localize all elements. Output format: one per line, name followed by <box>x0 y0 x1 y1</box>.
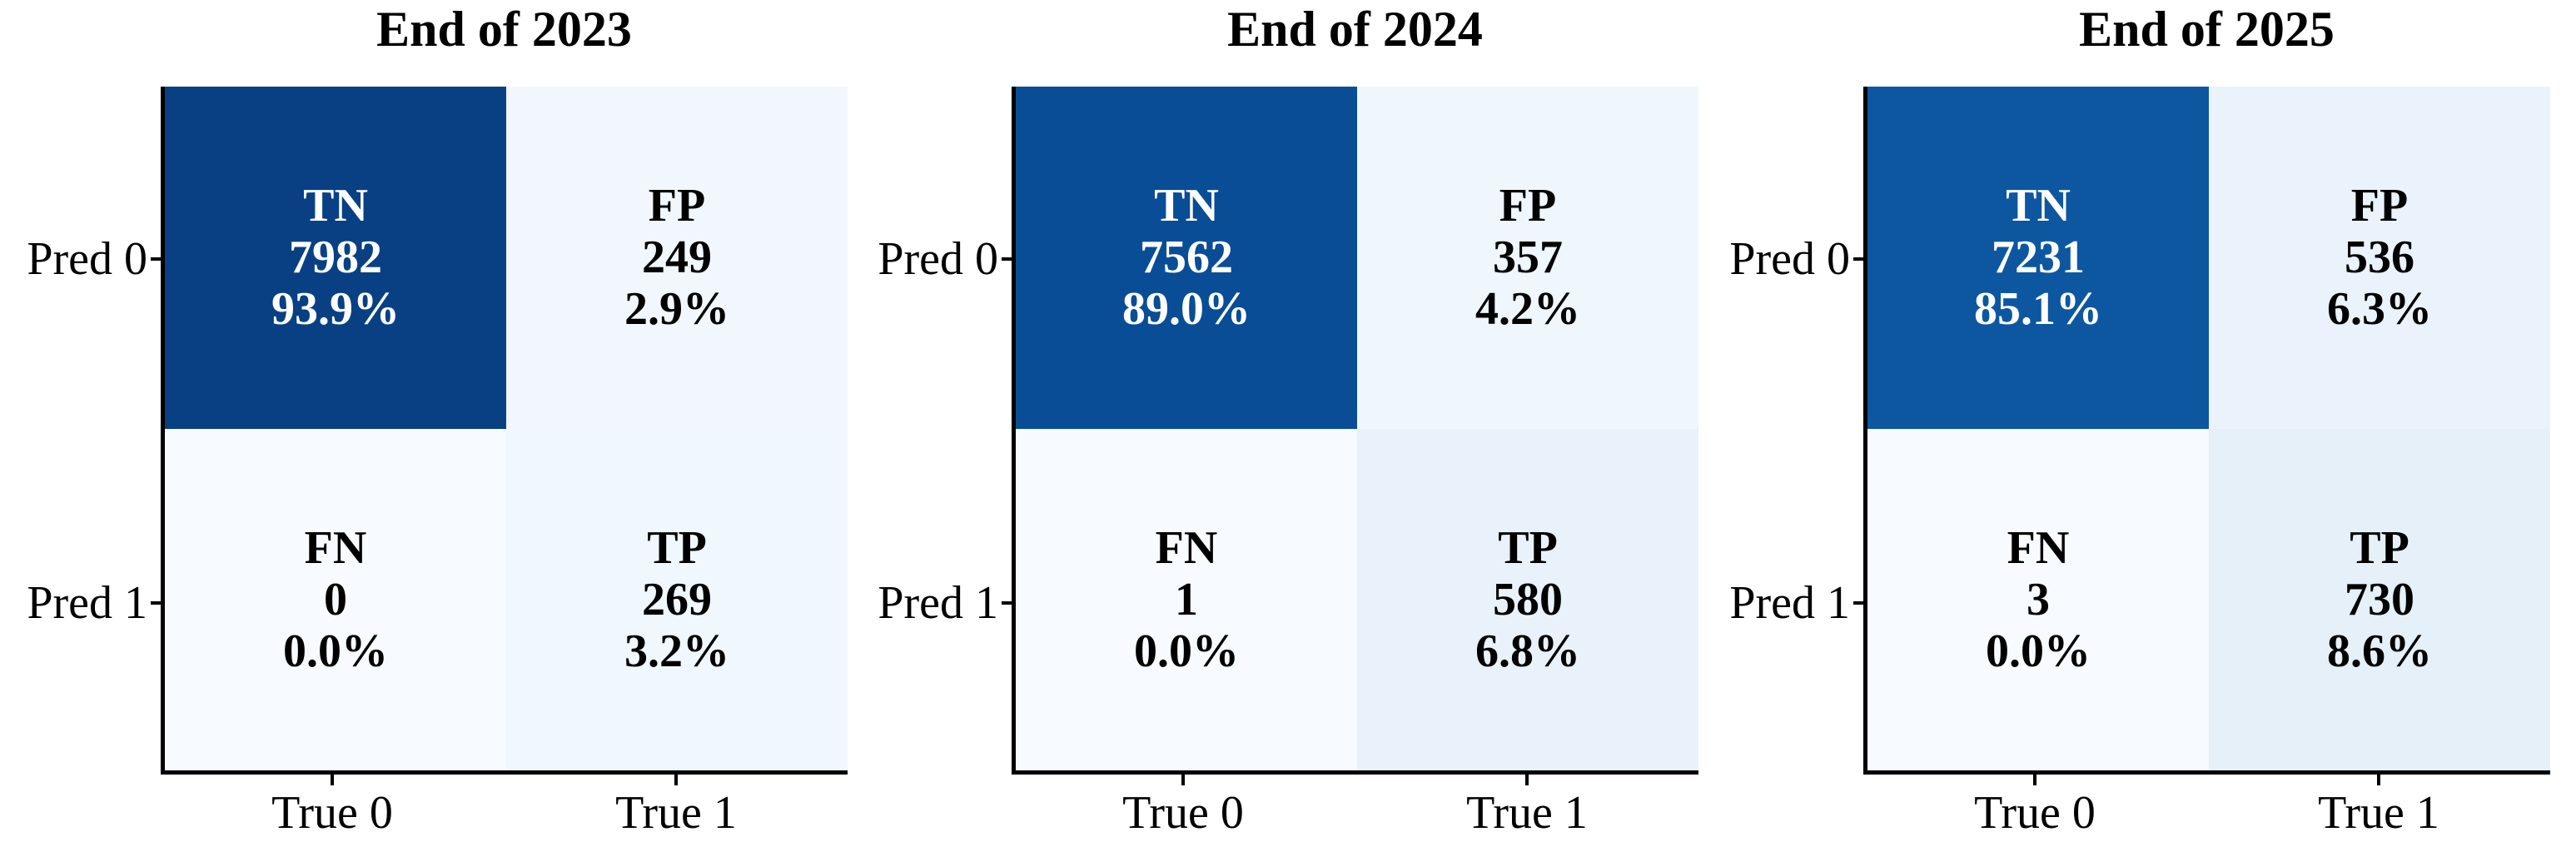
x-axis-label-true1: True 1 <box>615 787 737 839</box>
cell-label: FN <box>2007 521 2070 574</box>
cell-count: 7562 <box>1140 232 1233 284</box>
cell-label: FN <box>304 521 367 574</box>
cell-tn: TN 7231 85.1% <box>1867 87 2209 429</box>
y-axis-tick-mark <box>1002 601 1012 605</box>
cell-count: 536 <box>2345 232 2414 284</box>
y-axis-label-pred1: Pred 1 <box>1729 577 1850 629</box>
x-axis-tick-mark <box>2033 775 2036 785</box>
y-axis-tick-mark <box>151 601 161 605</box>
x-axis-label-true0: True 0 <box>1974 787 2096 839</box>
y-axis-label-pred0: Pred 0 <box>878 233 998 285</box>
cell-label: TP <box>1498 521 1558 574</box>
y-axis-tick-mark <box>1002 257 1012 261</box>
cell-label: FN <box>1155 521 1218 574</box>
cell-percent: 8.6% <box>2327 625 2432 677</box>
cell-label: TN <box>303 180 368 232</box>
y-axis-tick-mark <box>1853 257 1863 261</box>
cell-label: FP <box>648 180 706 232</box>
cell-percent: 4.2% <box>1475 283 1580 336</box>
cell-count: 7982 <box>289 232 382 284</box>
cell-count: 357 <box>1493 232 1563 284</box>
confusion-matrix-panel-2025: End of 2025 TN 7231 85.1% FP 536 6.3% FN… <box>1705 0 2563 847</box>
cell-percent: 6.3% <box>2327 283 2432 336</box>
x-axis-tick-mark <box>1525 775 1529 785</box>
cell-tp: TP 730 8.6% <box>2209 428 2550 770</box>
y-axis-label-pred1: Pred 1 <box>878 577 998 629</box>
cell-fn: FN 3 0.0% <box>1867 428 2209 770</box>
cell-count: 1 <box>1175 573 1198 625</box>
cell-tn: TN 7982 93.9% <box>165 87 506 429</box>
x-axis-label-true0: True 0 <box>1122 787 1244 839</box>
cell-fp: FP 536 6.3% <box>2209 87 2550 429</box>
cell-count: 249 <box>642 232 712 284</box>
x-axis-tick-mark <box>674 775 678 785</box>
x-axis-label-true1: True 1 <box>2318 787 2439 839</box>
y-axis-label-pred0: Pred 0 <box>1729 233 1850 285</box>
cell-percent: 89.0% <box>1122 283 1251 336</box>
cell-count: 7231 <box>1992 232 2085 284</box>
cell-tp: TP 580 6.8% <box>1357 428 1698 770</box>
cell-percent: 0.0% <box>1134 625 1239 677</box>
chart-title: End of 2024 <box>1227 2 1483 57</box>
y-axis-tick-mark <box>1853 601 1863 605</box>
cell-percent: 6.8% <box>1475 625 1580 677</box>
cell-fp: FP 357 4.2% <box>1357 87 1698 429</box>
cell-count: 0 <box>324 573 347 625</box>
cell-label: TN <box>1154 180 1219 232</box>
cell-percent: 85.1% <box>1974 283 2102 336</box>
x-axis-label-true0: True 0 <box>271 787 393 839</box>
cell-count: 730 <box>2345 573 2414 625</box>
confusion-matrix-panel-2024: End of 2024 TN 7562 89.0% FP 357 4.2% FN… <box>853 0 1711 847</box>
y-axis-label-pred1: Pred 1 <box>27 577 147 629</box>
confusion-matrix-panel-2023: End of 2023 TN 7982 93.9% FP 249 2.9% FN… <box>2 0 860 847</box>
x-axis-tick-mark <box>331 775 334 785</box>
cell-count: 3 <box>2026 573 2050 625</box>
cell-label: FP <box>2350 180 2409 232</box>
x-axis-label-true1: True 1 <box>1466 787 1588 839</box>
cell-percent: 0.0% <box>283 625 388 677</box>
cell-fp: FP 249 2.9% <box>506 87 848 429</box>
chart-title: End of 2025 <box>2079 2 2335 57</box>
cell-tp: TP 269 3.2% <box>506 428 848 770</box>
y-axis-label-pred0: Pred 0 <box>27 233 147 285</box>
cell-fn: FN 0 0.0% <box>165 428 506 770</box>
cell-label: TP <box>647 521 707 574</box>
cell-label: TN <box>2006 180 2071 232</box>
x-axis-tick-mark <box>1181 775 1185 785</box>
x-axis-tick-mark <box>2377 775 2380 785</box>
cell-percent: 0.0% <box>1986 625 2091 677</box>
cell-tn: TN 7562 89.0% <box>1016 87 1357 429</box>
cell-label: TP <box>2350 521 2409 574</box>
cell-percent: 93.9% <box>271 283 400 336</box>
chart-title: End of 2023 <box>376 2 632 57</box>
heatmap-plot-area: TN 7982 93.9% FP 249 2.9% FN 0 0.0% TP 2… <box>161 87 848 775</box>
cell-percent: 2.9% <box>624 283 729 336</box>
cell-fn: FN 1 0.0% <box>1016 428 1357 770</box>
cell-label: FP <box>1499 180 1557 232</box>
cell-count: 269 <box>642 573 712 625</box>
y-axis-tick-mark <box>151 257 161 261</box>
cell-count: 580 <box>1493 573 1563 625</box>
cell-percent: 3.2% <box>624 625 729 677</box>
heatmap-plot-area: TN 7231 85.1% FP 536 6.3% FN 3 0.0% TP 7… <box>1863 87 2550 775</box>
heatmap-plot-area: TN 7562 89.0% FP 357 4.2% FN 1 0.0% TP 5… <box>1012 87 1698 775</box>
